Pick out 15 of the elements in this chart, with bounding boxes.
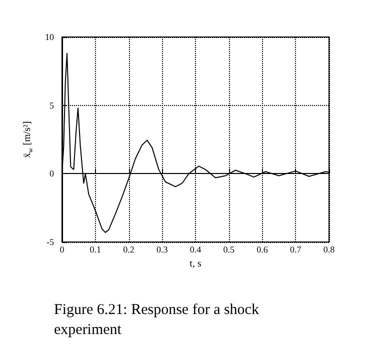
caption: Figure 6.21: Response for a shock experiment [54,302,263,338]
x-tick-label: 0.2 [123,244,134,254]
x-tick-label: 0.3 [156,244,168,254]
y-tick-label: 5 [50,100,54,110]
x-tick-label: 0.7 [290,244,302,254]
x-tick-label: 0.8 [323,244,336,254]
y-tick-label: -5 [46,237,54,247]
y-tick-label: 0 [50,168,54,179]
x-axis-title: t, s [190,258,202,270]
y-tick-label: 10 [45,32,54,42]
x-tick-label: 0.6 [256,244,268,254]
x-tick-label: 0 [60,244,65,254]
x-tick-label: 0.1 [90,244,101,254]
x-tick-label: 0.5 [223,244,235,254]
x-tick-label: 0.4 [190,244,202,254]
